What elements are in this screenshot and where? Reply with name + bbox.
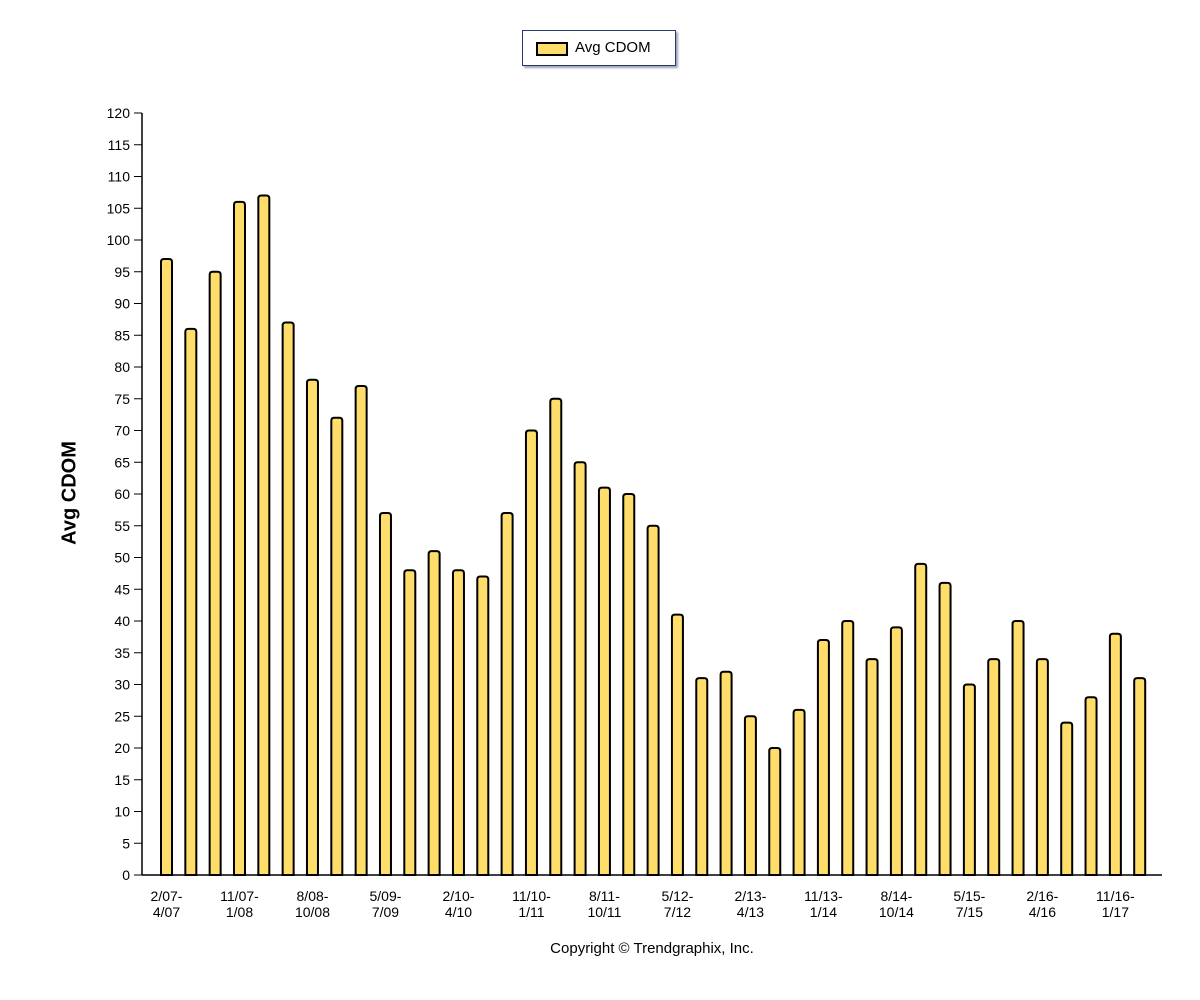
bar [549,397,563,876]
bar [354,385,368,876]
x-tick-label: 11/10-1/11 [512,888,551,920]
x-tick-label: 8/14-10/14 [879,888,914,920]
x-tick-label: 2/10-4/10 [442,888,474,920]
bar [622,493,636,876]
bar [160,258,173,876]
y-tick-label: 45 [114,581,130,597]
bar [670,613,684,876]
y-tick-label: 85 [114,327,130,343]
y-tick-label: 110 [108,169,131,185]
y-axis-label: Avg CDOM [58,441,81,545]
x-tick-label: 8/08-10/08 [295,888,330,920]
x-tick-label: 5/09-7/09 [370,888,402,920]
y-tick-label: 55 [114,518,130,534]
bar [597,486,611,876]
bar [378,512,392,876]
bar [281,321,295,876]
bar [476,575,490,876]
bar [573,461,587,876]
bar [330,416,344,876]
legend-label: Avg CDOM [575,39,651,56]
bar [792,708,806,876]
bar [403,569,417,876]
y-tick-label: 95 [114,264,130,280]
bar [1084,696,1098,876]
y-tick-label: 70 [114,423,130,439]
bar [208,270,222,876]
y-tick-label: 75 [114,391,130,407]
bar [719,670,733,876]
bar [1011,620,1025,876]
bar [865,658,879,876]
y-tick-label: 15 [114,772,130,788]
y-tick-label: 20 [114,740,130,756]
y-tick-label: 105 [107,200,131,216]
x-tick-label: 2/13-4/13 [734,888,766,920]
bar [305,378,319,876]
bar [232,200,246,876]
legend: Avg CDOM [522,30,676,66]
bar [768,747,782,876]
bar [1035,658,1049,876]
bar [695,677,709,876]
bar [500,512,514,876]
x-tick-label: 5/12-7/12 [661,888,693,920]
y-tick-label: 10 [114,804,130,820]
bar [451,569,465,876]
y-tick-label: 60 [114,486,130,502]
bar [987,658,1001,876]
bar [427,550,441,876]
y-tick-label: 5 [122,835,130,851]
y-tick-label: 80 [114,359,130,375]
x-tick-label: 2/07-4/07 [151,888,183,920]
bar [1133,677,1147,876]
bar [646,524,660,876]
bar [841,620,855,876]
bar [1108,632,1122,876]
x-tick-label: 8/11-10/11 [587,888,621,920]
x-tick-label: 2/16-4/16 [1026,888,1058,920]
y-tick-label: 25 [114,708,130,724]
x-tick-label: 5/15-7/15 [953,888,985,920]
y-tick-label: 50 [114,550,130,566]
y-tick-label: 100 [107,232,131,248]
x-tick-label: 11/07-1/08 [220,888,259,920]
x-tick-label: 11/13-1/14 [804,888,843,920]
legend-swatch [536,42,568,56]
y-tick-label: 30 [114,677,130,693]
y-tick-label: 120 [107,105,131,121]
y-tick-label: 65 [114,454,130,470]
y-tick-label: 115 [108,137,131,153]
bar [257,194,271,876]
copyright-text: Copyright © Trendgraphix, Inc. [550,940,754,957]
y-tick-label: 35 [114,645,130,661]
bar [938,581,952,876]
bar [743,715,757,876]
y-tick-label: 0 [122,867,130,883]
y-tick-label: 40 [114,613,130,629]
bar [184,327,198,876]
bar [1060,721,1074,876]
bar [816,639,830,876]
bar [889,626,903,876]
x-tick-label: 11/16-1/17 [1096,888,1135,920]
y-tick-label: 90 [114,296,130,312]
bar [914,562,928,876]
bar [524,429,538,876]
bar [962,683,976,876]
